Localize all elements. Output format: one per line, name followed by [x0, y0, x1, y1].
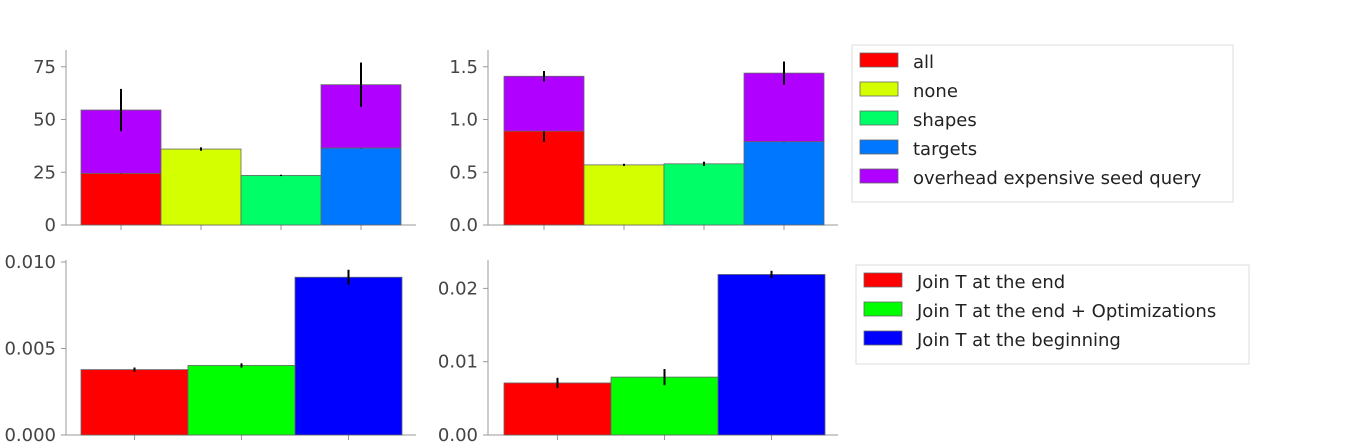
y-tick-label: 1.0 — [449, 110, 478, 131]
legend-swatch-overhead-expensive-seed-query — [859, 168, 899, 184]
y-tick-label: 0.000 — [4, 425, 56, 446]
y-tick-label: 75 — [33, 57, 56, 78]
y-tick-label: 0.00 — [438, 425, 478, 446]
legend-label-join-t-at-the-end: Join T at the end — [916, 272, 1065, 293]
legend-frame — [855, 264, 1250, 365]
y-tick-label: 0.010 — [4, 252, 56, 273]
bar-join-t-at-the-beginning — [294, 276, 403, 436]
legend-label-targets: targets — [913, 139, 977, 160]
chart-panel-top-right: 0.0 0.5 1.0 1.5 — [449, 50, 838, 236]
legend-swatch-shapes — [859, 110, 899, 126]
bar-shapes — [663, 163, 745, 226]
y-tick-label: 0.5 — [449, 162, 478, 183]
y-tick-label: 0.0 — [449, 215, 478, 236]
bar-join-t-at-the-end-optimizations — [610, 376, 719, 436]
y-tick-label: 0 — [45, 215, 56, 236]
bar-shapes — [240, 175, 322, 226]
bar-join-t-at-the-end — [80, 369, 189, 436]
y-tick-label: 50 — [33, 110, 56, 131]
bar-targets — [320, 147, 402, 226]
y-tick-label: 1.5 — [449, 57, 478, 78]
legend-label-none: none — [913, 81, 958, 102]
legend-swatch-join-t-at-the-end-optimizations — [863, 301, 903, 317]
legend-swatch-join-t-at-the-end — [863, 272, 903, 288]
legend-label-join-t-at-the-end-optimizations: Join T at the end + Optimizations — [916, 301, 1216, 322]
legend-swatch-targets — [859, 139, 899, 155]
chart-panel-bottom-left: 0.000 0.005 0.010 — [4, 252, 416, 446]
bar-all — [503, 130, 585, 226]
bar-targets — [743, 141, 825, 226]
legend-bottom: Join T at the end Join T at the end + Opt… — [855, 264, 1250, 365]
legend-label-join-t-at-the-beginning: Join T at the beginning — [916, 330, 1121, 351]
y-tick-label: 0.005 — [4, 339, 56, 360]
y-tick-label: 0.02 — [438, 278, 478, 299]
bar-join-t-at-the-beginning — [717, 274, 826, 436]
legend-swatch-all — [859, 52, 899, 68]
legend-label-overhead-expensive-seed-query: overhead expensive seed query — [913, 168, 1202, 189]
chart-panel-bottom-right: 0.00 0.01 0.02 — [438, 260, 838, 446]
bar-none — [160, 148, 242, 226]
legend-frame — [851, 44, 1234, 203]
bar-all — [80, 172, 162, 226]
legend-label-all: all — [913, 52, 934, 73]
legend-swatch-join-t-at-the-beginning — [863, 330, 903, 346]
y-tick-label: 0.01 — [438, 352, 478, 373]
bar-overhead-all — [503, 75, 585, 132]
legend-swatch-none — [859, 81, 899, 97]
y-tick-label: 25 — [33, 162, 56, 183]
legend-top: all none shapes targets overhead expensive s… — [851, 44, 1234, 203]
bar-join-t-at-the-end — [503, 382, 612, 436]
bar-none — [583, 164, 665, 226]
legend-label-shapes: shapes — [913, 110, 977, 131]
bar-join-t-at-the-end-optimizations — [187, 365, 296, 436]
chart-panel-top-left: 0 25 50 75 — [33, 50, 416, 236]
